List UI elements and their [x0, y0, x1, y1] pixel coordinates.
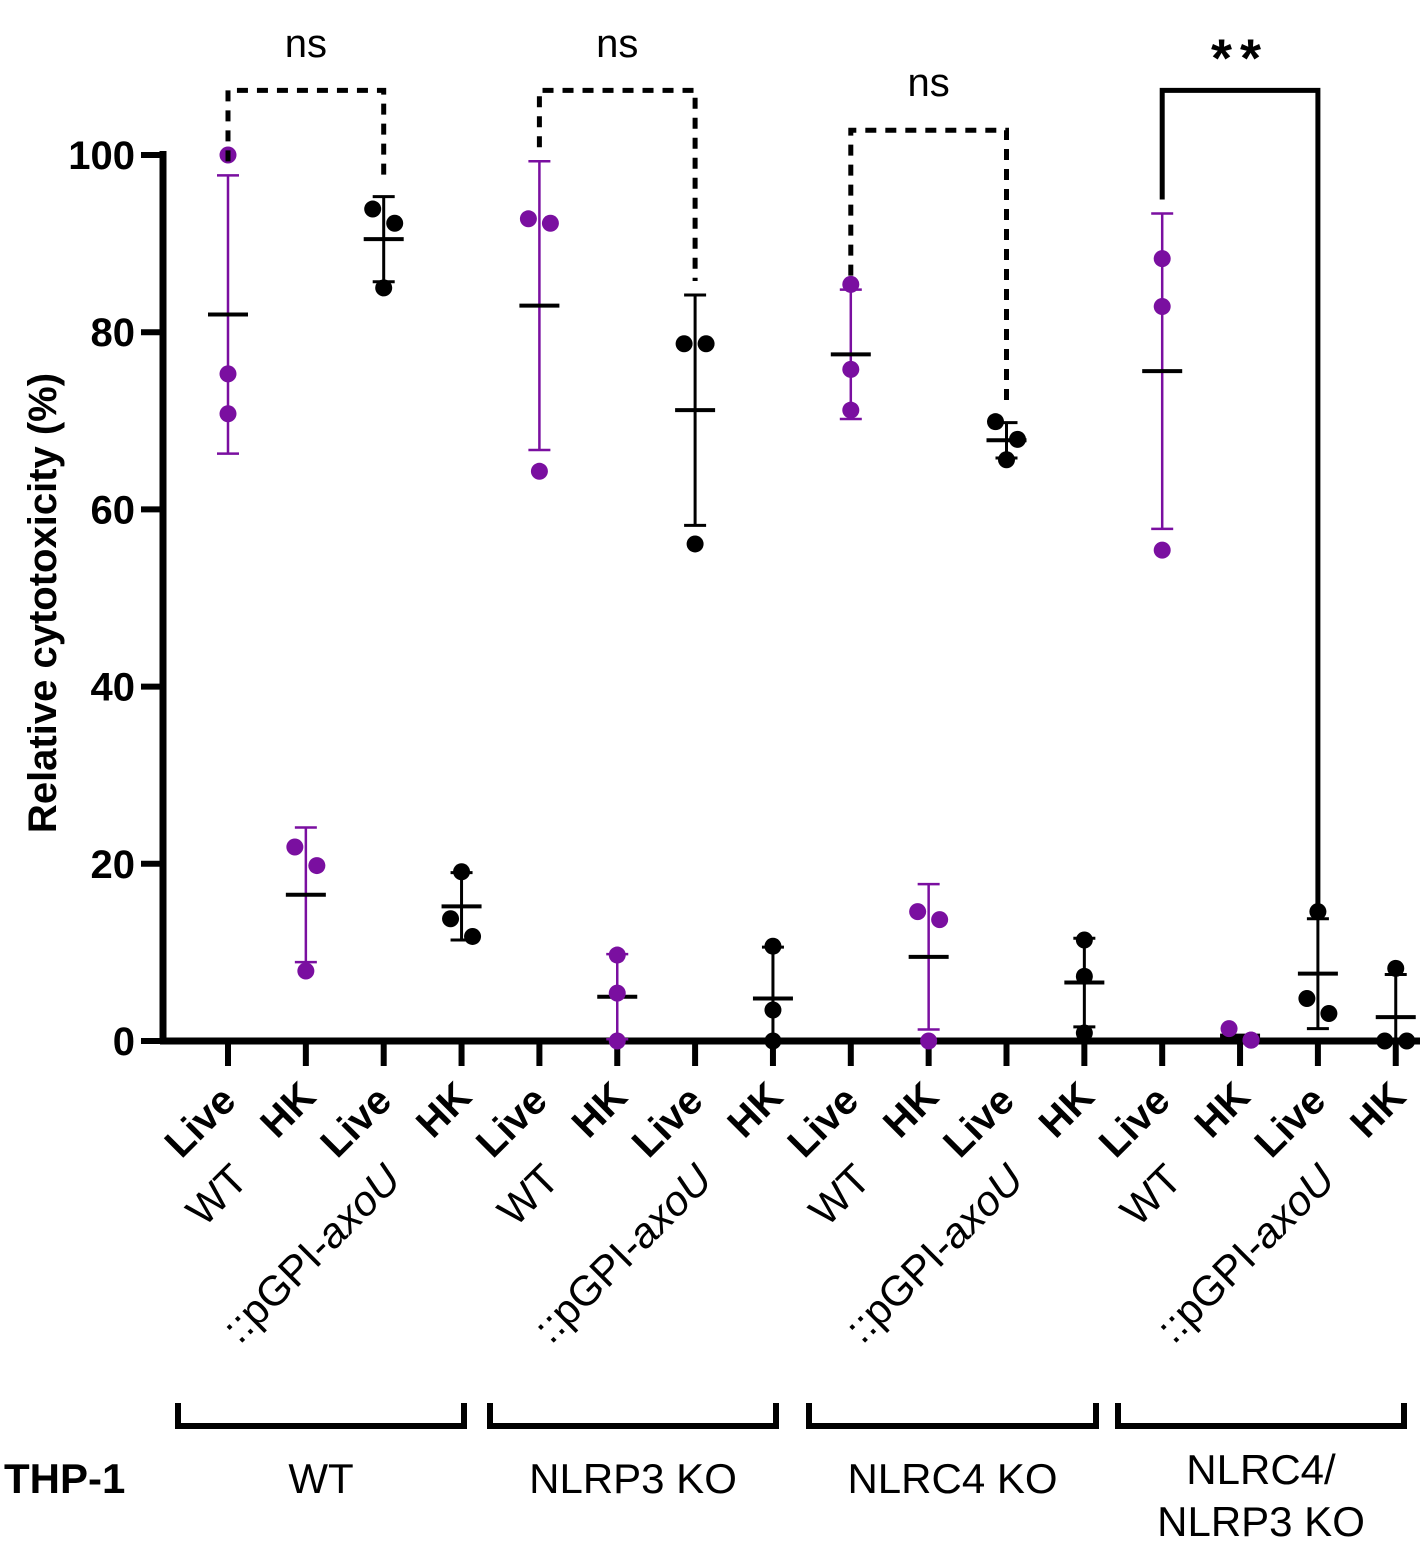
- data-point: [541, 214, 559, 232]
- data-point: [1298, 989, 1316, 1007]
- group-bracket: [175, 1403, 467, 1429]
- data-point: [1398, 1032, 1416, 1050]
- data-point: [608, 984, 626, 1002]
- significance-bracket: [1159, 87, 1321, 905]
- data-point: [219, 405, 237, 423]
- data-point: [386, 214, 404, 232]
- treatment-label: Live: [624, 1078, 712, 1166]
- data-point: [530, 462, 548, 480]
- data-point: [842, 360, 860, 378]
- data-point: [842, 275, 860, 293]
- data-point: [931, 911, 949, 929]
- data-point: [1242, 1031, 1260, 1049]
- data-point: [1153, 541, 1171, 559]
- significance-label: **: [1211, 29, 1269, 89]
- data-point: [219, 365, 237, 383]
- treatment-label: Live: [312, 1078, 400, 1166]
- treatment-label: Live: [157, 1078, 245, 1166]
- data-point: [1220, 1020, 1238, 1038]
- treatment-label: Live: [1091, 1078, 1179, 1166]
- strain-label-wt: WT: [488, 1155, 567, 1234]
- treatment-label: Live: [1247, 1078, 1335, 1166]
- treatment-label: HK: [1342, 1074, 1414, 1146]
- data-point: [1075, 1024, 1093, 1042]
- strain-label-wt: WT: [800, 1155, 879, 1234]
- data-point: [675, 335, 693, 353]
- group-bracket: [1115, 1403, 1407, 1429]
- y-tick-label: 80: [91, 311, 136, 355]
- strain-label-wt: WT: [1111, 1155, 1190, 1234]
- data-point: [909, 903, 927, 921]
- data-point: [1387, 959, 1405, 977]
- data-point: [297, 962, 315, 980]
- data-point: [464, 927, 482, 945]
- data-point: [1075, 967, 1093, 985]
- data-point: [842, 401, 860, 419]
- data-point: [764, 1032, 782, 1050]
- data-point: [442, 910, 460, 928]
- group-label: WT: [288, 1455, 353, 1502]
- treatment-label: Live: [935, 1078, 1023, 1166]
- data-point: [697, 335, 715, 353]
- data-point: [1309, 903, 1327, 921]
- data-point: [1376, 1032, 1394, 1050]
- data-point: [1320, 1005, 1338, 1023]
- data-point: [453, 863, 471, 881]
- y-tick-label: 20: [91, 843, 136, 887]
- y-tick-label: 0: [113, 1020, 135, 1064]
- data-point: [519, 210, 537, 228]
- data-point: [764, 1001, 782, 1019]
- strain-label-wt: WT: [177, 1155, 256, 1234]
- significance-label: ns: [596, 22, 638, 66]
- data-point: [286, 838, 304, 856]
- data-point: [1009, 430, 1026, 448]
- significance-bracket: [225, 87, 387, 183]
- data-point: [1153, 298, 1171, 316]
- significance-bracket: [848, 127, 1009, 409]
- significance-label: ns: [908, 61, 950, 105]
- data-point: [608, 946, 626, 964]
- y-axis-title: Relative cytotoxicity (%): [21, 373, 65, 833]
- group-bracket: [487, 1403, 779, 1429]
- data-point: [1075, 931, 1093, 949]
- group-label: NLRP3 KO: [529, 1455, 737, 1502]
- y-tick-label: 100: [68, 134, 135, 178]
- y-tick-label: 40: [91, 666, 136, 710]
- data-point: [364, 200, 382, 218]
- row-label: THP-1: [4, 1455, 125, 1502]
- group-label: NLRC4 KO: [847, 1455, 1057, 1502]
- data-point: [920, 1032, 938, 1050]
- group-label: NLRC4/: [1186, 1446, 1336, 1493]
- data-point: [686, 535, 704, 553]
- data-point: [1153, 250, 1171, 268]
- data-point: [308, 857, 326, 875]
- data-point: [764, 937, 782, 955]
- group-label: NLRP3 KO: [1157, 1498, 1365, 1545]
- significance-bracket: [536, 87, 698, 281]
- treatment-label: Live: [468, 1078, 556, 1166]
- data-point: [998, 451, 1015, 469]
- group-bracket: [806, 1403, 1099, 1429]
- significance-label: ns: [285, 22, 327, 66]
- data-point: [375, 279, 393, 297]
- data-point: [987, 413, 1004, 431]
- data-point: [608, 1032, 626, 1050]
- y-tick-label: 60: [91, 488, 136, 532]
- treatment-label: Live: [779, 1078, 867, 1166]
